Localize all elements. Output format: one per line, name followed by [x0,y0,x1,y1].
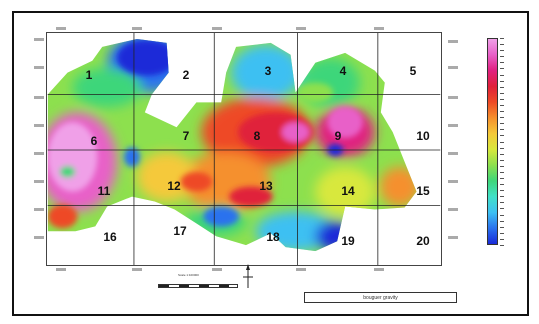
grid-cell-label-19: 19 [341,234,354,248]
coordinate-tick [34,96,44,99]
colorbar-tick [500,117,504,118]
coordinate-tick [448,208,458,211]
grid-cell-label-11: 11 [98,184,111,198]
coordinate-tick [296,268,306,271]
coordinate-tick [448,96,458,99]
colorbar-tick [500,160,504,161]
coordinate-tick [212,27,222,30]
colorbar-tick [500,166,504,167]
coordinate-tick [448,66,458,69]
coordinate-tick [34,208,44,211]
grid-cell-label-15: 15 [416,184,429,198]
grid-cell-label-14: 14 [341,184,354,198]
grid-cell-label-18: 18 [266,230,279,244]
coordinate-tick [296,27,306,30]
colorbar-tick [500,111,504,112]
color-scale-bar [487,38,498,245]
colorbar-tick [500,245,504,246]
coordinate-tick [448,180,458,183]
colorbar-tick [500,221,504,222]
grid-cell-label-3: 3 [265,64,272,78]
coordinate-tick [448,236,458,239]
coordinate-tick [374,268,384,271]
grid-cell-label-5: 5 [410,64,417,78]
colorbar-tick [500,239,504,240]
colorbar-tick [500,184,504,185]
coordinate-tick [448,152,458,155]
grid-cell-label-20: 20 [416,234,429,248]
coordinate-tick [374,27,384,30]
coordinate-tick [34,180,44,183]
colorbar-tick [500,75,504,76]
colorbar-tick [500,44,504,45]
coordinate-tick [56,27,66,30]
coordinate-tick [34,124,44,127]
scale-bar [158,284,238,288]
grid-cell-label-1: 1 [86,68,93,82]
colorbar-tick [500,68,504,69]
colorbar-tick [500,56,504,57]
colorbar-tick [500,215,504,216]
colorbar-tick [500,93,504,94]
scale-text: Scale 1:100000 [178,273,199,277]
grid-cell-label-10: 10 [416,129,429,143]
colorbar-tick [500,50,504,51]
colorbar-tick [500,148,504,149]
grid-cell-label-4: 4 [340,64,347,78]
coordinate-tick [132,27,142,30]
colorbar-tick [500,81,504,82]
colorbar-tick [500,62,504,63]
north-arrow-icon [241,264,255,290]
grid-cell-label-17: 17 [173,224,186,238]
colorbar-tick [500,172,504,173]
colorbar-tick [500,38,504,39]
colorbar-tick [500,87,504,88]
grid-cell-label-12: 12 [167,179,180,193]
grid-cell-label-16: 16 [103,230,116,244]
grid-cell-label-13: 13 [259,179,272,193]
coordinate-tick [212,268,222,271]
coordinate-tick [34,66,44,69]
coordinate-tick [132,268,142,271]
coordinate-tick [34,152,44,155]
colorbar-tick [500,135,504,136]
colorbar-tick [500,178,504,179]
grid-cell-label-6: 6 [91,134,98,148]
colorbar-tick [500,196,504,197]
colorbar-tick [500,233,504,234]
colorbar-tick [500,99,504,100]
colorbar-tick [500,208,504,209]
coordinate-tick [448,40,458,43]
colorbar-tick [500,154,504,155]
colorbar-tick [500,123,504,124]
grid-cell-label-2: 2 [183,68,190,82]
colorbar-tick [500,129,504,130]
legend-caption: bouguer gravity [304,292,457,303]
coordinate-tick [56,268,66,271]
grid-cell-label-8: 8 [254,129,261,143]
colorbar-tick [500,105,504,106]
colorbar-tick [500,190,504,191]
colorbar-tick [500,142,504,143]
coordinate-tick [448,124,458,127]
grid-cell-label-9: 9 [335,129,342,143]
coordinate-tick [34,236,44,239]
coordinate-tick [34,38,44,41]
grid-cell-label-7: 7 [183,129,190,143]
colorbar-tick [500,227,504,228]
colorbar-tick [500,202,504,203]
